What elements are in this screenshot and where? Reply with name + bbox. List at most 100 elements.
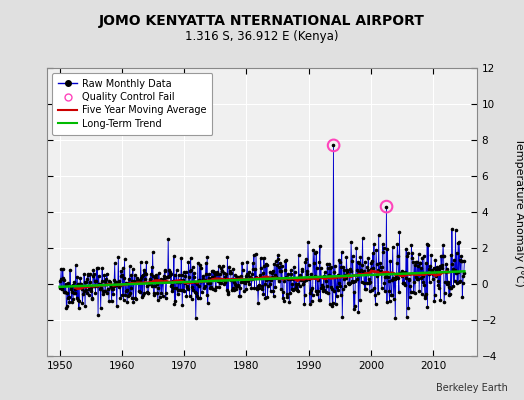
Point xyxy=(79,288,88,294)
Point xyxy=(60,289,68,295)
Point xyxy=(82,290,91,296)
Point xyxy=(113,303,121,310)
Point xyxy=(278,295,287,302)
Point xyxy=(385,298,394,305)
Point xyxy=(348,278,356,284)
Point xyxy=(145,281,153,288)
Point xyxy=(277,267,286,274)
Point xyxy=(445,291,454,297)
Point xyxy=(180,288,189,294)
Point xyxy=(458,280,467,287)
Point xyxy=(82,287,90,293)
Point xyxy=(191,279,200,286)
Point xyxy=(325,261,333,268)
Point xyxy=(212,269,221,276)
Point xyxy=(117,268,125,275)
Point xyxy=(241,277,249,283)
Point xyxy=(279,288,287,295)
Point xyxy=(204,271,213,278)
Point xyxy=(200,277,208,284)
Point xyxy=(257,255,265,261)
Point xyxy=(169,278,178,285)
Point xyxy=(79,291,87,297)
Point xyxy=(289,276,298,282)
Point xyxy=(353,267,361,273)
Point xyxy=(108,286,116,293)
Point xyxy=(125,276,133,282)
Point xyxy=(319,283,327,290)
Point xyxy=(209,268,217,274)
Point xyxy=(126,290,135,296)
Point xyxy=(71,290,80,296)
Point xyxy=(235,293,244,300)
Point xyxy=(314,288,323,294)
Point xyxy=(412,276,421,283)
Point xyxy=(187,267,195,273)
Point xyxy=(252,251,260,258)
Point xyxy=(378,264,387,270)
Point xyxy=(303,268,311,274)
Point xyxy=(279,298,288,305)
Point xyxy=(227,277,235,284)
Point xyxy=(77,281,85,287)
Point xyxy=(59,266,67,272)
Point xyxy=(253,286,261,292)
Point xyxy=(295,274,303,280)
Point xyxy=(67,286,75,292)
Point xyxy=(159,276,168,282)
Point xyxy=(234,282,242,289)
Point xyxy=(272,262,281,268)
Point xyxy=(391,315,399,322)
Point xyxy=(232,283,240,290)
Point xyxy=(450,257,458,264)
Point xyxy=(248,276,256,282)
Point xyxy=(292,276,301,282)
Point xyxy=(398,273,406,279)
Point xyxy=(70,279,78,285)
Point xyxy=(383,299,391,305)
Point xyxy=(298,268,306,274)
Point xyxy=(349,279,357,286)
Point xyxy=(110,283,118,290)
Point xyxy=(230,286,238,293)
Point xyxy=(258,270,267,277)
Point xyxy=(152,274,160,281)
Point xyxy=(299,280,307,287)
Point xyxy=(248,271,257,277)
Point xyxy=(342,254,351,260)
Point xyxy=(111,280,119,286)
Point xyxy=(94,273,103,279)
Point xyxy=(359,269,367,276)
Point xyxy=(439,242,447,248)
Point xyxy=(408,255,416,261)
Point xyxy=(240,288,248,294)
Point xyxy=(370,241,378,247)
Point xyxy=(172,267,181,273)
Point xyxy=(329,300,337,306)
Point xyxy=(416,260,424,267)
Point xyxy=(242,273,250,279)
Point xyxy=(446,285,454,291)
Point xyxy=(425,271,433,278)
Point xyxy=(180,269,188,276)
Point xyxy=(164,236,172,242)
Point xyxy=(318,282,326,288)
Point xyxy=(196,262,204,268)
Point xyxy=(377,264,385,270)
Point xyxy=(259,291,267,297)
Point xyxy=(91,278,99,284)
Point xyxy=(452,250,461,256)
Point xyxy=(424,242,432,248)
Point xyxy=(388,276,396,283)
Point xyxy=(112,278,120,285)
Point xyxy=(333,272,342,279)
Point xyxy=(165,266,173,273)
Point xyxy=(311,250,319,256)
Point xyxy=(210,268,219,275)
Point xyxy=(221,279,230,285)
Point xyxy=(135,277,144,284)
Point xyxy=(140,290,148,296)
Point xyxy=(181,280,189,286)
Point xyxy=(293,281,302,287)
Point xyxy=(417,264,425,271)
